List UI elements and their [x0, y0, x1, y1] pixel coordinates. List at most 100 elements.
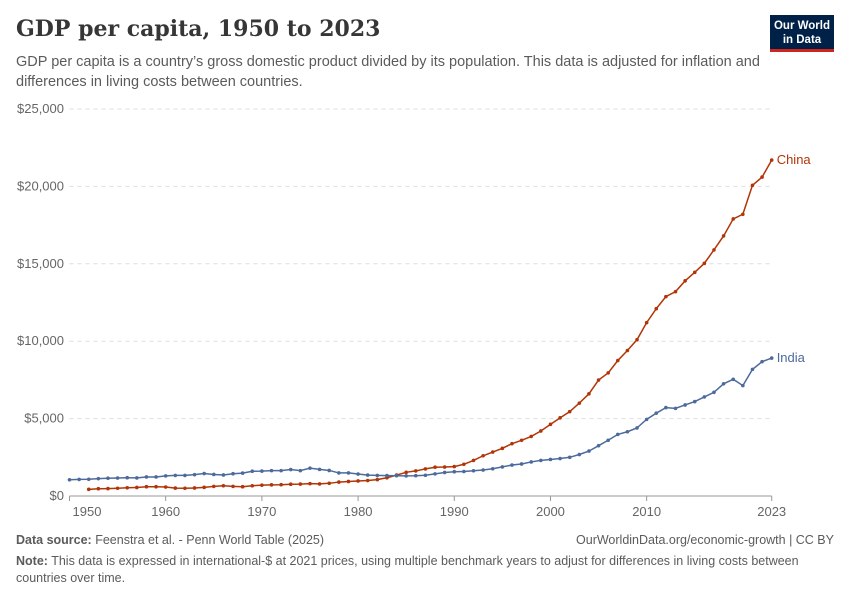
x-tick-label: 2023	[757, 504, 786, 519]
data-point-china	[519, 438, 524, 443]
y-tick-label: $5,000	[24, 411, 64, 426]
data-point-india	[260, 469, 264, 473]
data-point-china	[462, 462, 466, 467]
data-point-china	[404, 470, 408, 475]
data-point-china	[712, 248, 716, 252]
data-point-china	[625, 348, 630, 353]
data-point-china	[202, 485, 206, 490]
data-point-china	[346, 479, 351, 484]
data-point-india	[558, 456, 562, 461]
data-point-china	[115, 486, 120, 491]
x-tick-label: 1980	[344, 504, 373, 519]
data-point-india	[452, 469, 457, 474]
data-point-china	[490, 450, 495, 454]
data-point-china	[615, 358, 620, 363]
data-point-china	[356, 479, 360, 483]
data-point-china	[702, 261, 707, 266]
data-point-china	[635, 337, 639, 342]
data-point-china	[558, 416, 562, 420]
data-point-china	[337, 480, 341, 484]
data-point-china	[606, 371, 610, 375]
data-point-india	[231, 471, 235, 476]
data-point-india	[317, 467, 322, 472]
data-point-india	[327, 468, 332, 473]
data-point-china	[163, 485, 168, 489]
data-point-china	[96, 486, 101, 491]
data-point-china	[125, 485, 130, 490]
series-label-china: China	[777, 152, 812, 167]
data-point-india	[211, 472, 216, 477]
data-point-india	[548, 457, 553, 462]
data-point-india	[673, 406, 678, 411]
data-point-china	[317, 482, 322, 486]
data-point-india	[202, 471, 206, 476]
data-point-india	[769, 356, 774, 360]
x-tick-label: 1970	[247, 504, 276, 519]
data-point-china	[250, 483, 255, 488]
data-point-india	[721, 381, 726, 386]
data-point-china	[750, 183, 755, 188]
data-point-india	[308, 466, 312, 470]
data-point-china	[500, 446, 505, 451]
data-point-india	[115, 476, 120, 480]
logo-text: Our World in Data	[773, 20, 830, 46]
data-point-china	[86, 487, 91, 492]
data-point-china	[433, 465, 437, 470]
data-point-india	[106, 476, 110, 480]
data-point-india	[433, 472, 437, 476]
data-point-china	[288, 482, 293, 487]
data-point-india	[240, 471, 245, 475]
data-point-india	[413, 473, 418, 478]
data-point-india	[144, 475, 149, 479]
data-point-india	[529, 460, 534, 464]
series-label-india: India	[777, 350, 806, 365]
source-text[interactable]: Feenstra et al. - Penn World Table (2025…	[95, 533, 325, 547]
data-point-india	[163, 474, 168, 478]
data-point-india	[731, 377, 736, 382]
data-point-china	[442, 465, 447, 469]
data-point-india	[596, 443, 601, 448]
data-point-india	[135, 476, 139, 480]
data-point-india	[442, 470, 447, 475]
data-point-india	[192, 472, 197, 477]
data-point-india	[587, 449, 591, 453]
footer: Data source: Feenstra et al. - Penn Worl…	[16, 532, 834, 587]
data-point-india	[615, 432, 620, 437]
data-point-china	[644, 320, 649, 325]
data-point-china	[154, 484, 158, 489]
data-point-india	[96, 476, 101, 481]
data-point-india	[67, 477, 72, 482]
source-url[interactable]: OurWorldinData.org/economic-growth | CC …	[576, 533, 834, 547]
line-chart: $0 $5,000 $10,000 $15,000 $20,000 $25,000 1950…	[17, 101, 812, 519]
data-point-india	[337, 471, 341, 475]
data-point-china	[692, 270, 697, 275]
data-point-india	[664, 405, 668, 410]
data-point-china	[144, 484, 149, 489]
data-point-china	[106, 486, 110, 491]
data-point-china	[211, 484, 216, 489]
data-point-china	[173, 486, 178, 490]
data-point-china	[673, 289, 678, 294]
note-text: This data is expressed in international-…	[16, 554, 799, 585]
data-point-india	[173, 473, 178, 478]
data-point-india	[741, 383, 745, 388]
x-tick-label: 2000	[536, 504, 565, 519]
y-tick-label: $25,000	[17, 101, 64, 116]
data-point-india	[481, 468, 485, 472]
data-point-india	[654, 411, 659, 415]
y-tick-label: $15,000	[17, 256, 64, 271]
data-point-india	[760, 359, 764, 364]
data-point-china	[769, 158, 774, 162]
data-point-india	[635, 426, 639, 430]
data-point-india	[567, 455, 572, 460]
owid-logo[interactable]: Our World in Data	[770, 15, 834, 52]
data-point-china	[240, 484, 245, 489]
note-label: Note:	[16, 554, 48, 568]
data-point-china	[731, 217, 736, 221]
data-point-china	[260, 483, 264, 487]
data-point-china	[423, 467, 428, 471]
data-point-china	[577, 401, 582, 405]
data-point-india	[356, 472, 360, 476]
data-point-china	[721, 234, 726, 238]
data-point-india	[471, 468, 476, 473]
